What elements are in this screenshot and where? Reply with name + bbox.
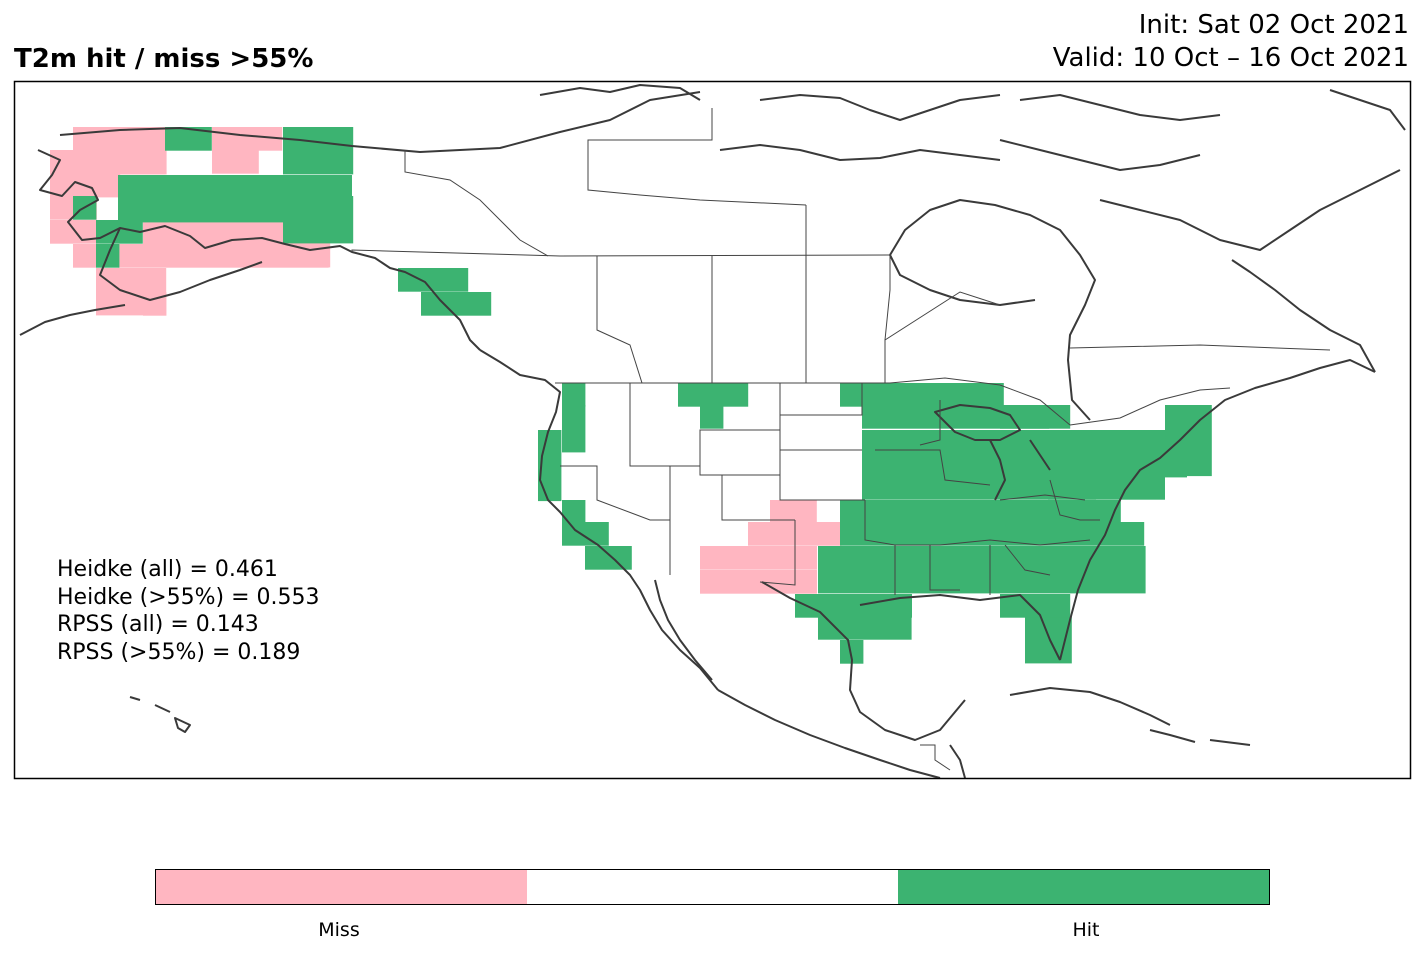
rpss-55: RPSS (>55%) = 0.189 (57, 639, 301, 665)
hit-cell (562, 500, 586, 524)
hit-cell (678, 383, 749, 407)
hit-cell (1025, 616, 1072, 664)
heidke-all: Heidke (all) = 0.461 (57, 557, 278, 582)
miss-cell (212, 127, 283, 151)
miss-cell (50, 220, 97, 244)
hit-cell (1048, 476, 1165, 500)
hit-cell (818, 546, 1146, 594)
colorbar-hit (898, 870, 1269, 904)
miss-cell (50, 150, 121, 198)
heidke-55: Heidke (>55%) = 0.553 (57, 584, 320, 610)
political-borders (351, 108, 1331, 771)
miss-cell (118, 244, 329, 268)
hit-cell (421, 292, 492, 316)
colorbar (155, 869, 1270, 905)
colorbar-hit-label: Hit (1072, 919, 1100, 941)
colorbar-miss-label: Miss (318, 919, 360, 941)
hit-cell (818, 616, 912, 640)
miss-cell (212, 150, 259, 174)
hit-cell (840, 640, 864, 664)
valid-range: Valid: 10 Oct – 16 Oct 2021 (1052, 43, 1409, 73)
miss-cell (770, 500, 817, 524)
hit-cell (862, 476, 1096, 500)
hit-cell (562, 383, 586, 407)
hit-cell (700, 405, 724, 429)
hit-cell (840, 522, 1145, 546)
rpss-all: RPSS (all) = 0.143 (57, 612, 259, 637)
map-frame (13, 80, 1412, 780)
map-title: T2m hit / miss >55% (14, 44, 314, 74)
hit-cell (585, 546, 632, 570)
hit-cell (165, 127, 212, 151)
miss-cell (73, 244, 97, 268)
hit-cell (96, 220, 143, 244)
skill-scores: Heidke (all) = 0.461 Heidke (>55%) = 0.5… (57, 556, 320, 666)
miss-cell (700, 570, 817, 594)
hit-cell (562, 405, 586, 453)
hit-cell (795, 594, 912, 618)
colorbar-neutral (527, 870, 898, 904)
hit-miss-cells (50, 127, 1212, 664)
hit-cell (1000, 594, 1071, 618)
miss-cell (118, 127, 165, 175)
hit-cell (562, 522, 609, 546)
miss-cell (700, 546, 817, 570)
coastlines (19, 84, 1406, 779)
hit-cell (283, 127, 354, 175)
hit-cell (283, 196, 354, 244)
hit-cell (840, 500, 1121, 524)
colorbar-miss (156, 870, 527, 904)
init-date: Init: Sat 02 Oct 2021 (1138, 10, 1409, 40)
hit-cell (840, 383, 1004, 407)
hit-cell (398, 268, 469, 292)
